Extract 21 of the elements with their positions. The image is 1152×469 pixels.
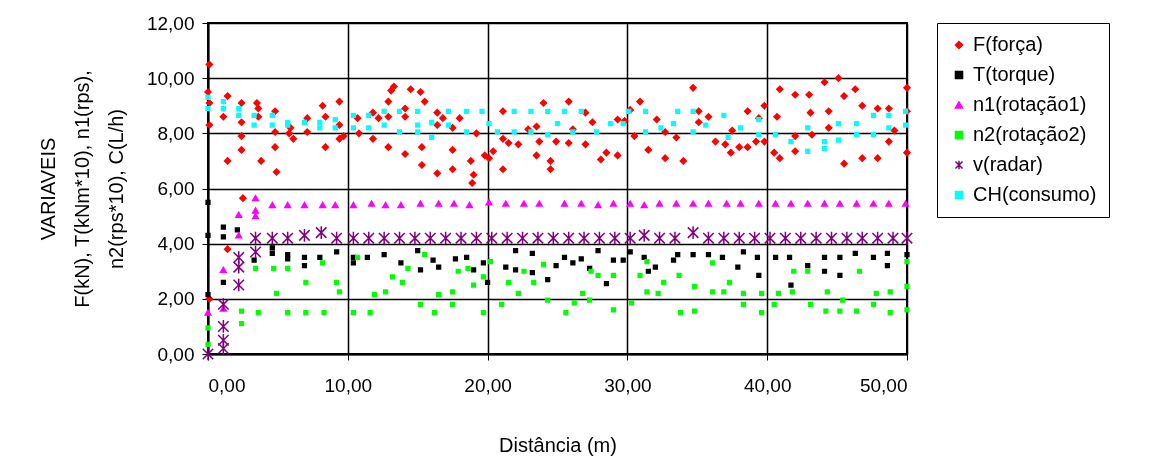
legend-label: n2(rotação2) [973, 123, 1087, 145]
y-axis-title: VARIAVEIS F(kN), T(kNm*10), n1(rps), n2(rps*10), C(L/h) [36, 70, 127, 308]
x-tick-label: 50,00 [859, 374, 908, 396]
x-tick-label: 10,00 [324, 374, 373, 396]
x-axis-title: Distância (m) [499, 433, 617, 456]
y-tick-label: 0,00 [157, 343, 195, 365]
y-tick-label: 6,00 [157, 178, 195, 199]
legend-label: n1(rotação1) [973, 93, 1087, 115]
legend-label: T(torque) [973, 63, 1056, 85]
x-tick-label: 0,00 [208, 374, 246, 396]
y-tick-label: 2,00 [157, 288, 195, 310]
y-tick-label: 10,00 [146, 67, 195, 89]
y-tick-label: 12,00 [146, 12, 195, 34]
legend-label: F(força) [973, 33, 1043, 55]
legend-label: v(radar) [973, 153, 1044, 175]
y-tick-label: 8,00 [157, 122, 195, 144]
y-tick-label: 4,00 [157, 233, 195, 255]
x-tick-label: 40,00 [743, 374, 792, 396]
x-tick-label: 30,00 [604, 374, 652, 396]
x-tick-label: 20,00 [464, 374, 512, 396]
legend-label: CH(consumo) [973, 183, 1097, 205]
